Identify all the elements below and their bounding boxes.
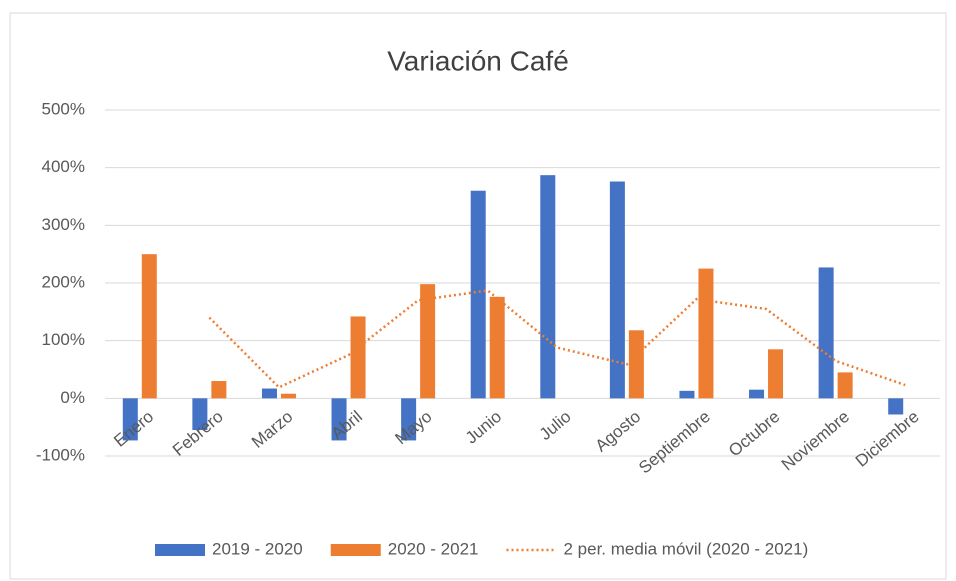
bar xyxy=(141,254,157,399)
bar xyxy=(470,190,486,399)
bar xyxy=(489,296,505,399)
legend-swatch xyxy=(330,544,381,556)
bar xyxy=(749,389,765,399)
y-tick-label: 200% xyxy=(42,272,85,291)
chart-title: Variación Café xyxy=(387,45,569,76)
legend-label: 2 per. media móvil (2020 - 2021) xyxy=(564,539,809,558)
bar xyxy=(609,181,625,399)
y-tick-label: 500% xyxy=(42,99,85,118)
bar xyxy=(350,316,366,399)
y-tick-label: -100% xyxy=(36,445,85,464)
bar xyxy=(698,268,714,399)
bar xyxy=(540,175,556,399)
bar xyxy=(420,284,436,399)
moving-average-line xyxy=(208,289,906,389)
legend-label: 2019 - 2020 xyxy=(212,539,303,558)
bar xyxy=(768,349,784,399)
bar xyxy=(837,372,853,399)
bar xyxy=(628,330,644,399)
y-tick-label: 100% xyxy=(42,330,85,349)
y-tick-label: 0% xyxy=(60,388,85,407)
bar xyxy=(888,398,904,415)
bar xyxy=(192,398,208,431)
bar xyxy=(280,393,296,399)
legend-swatch xyxy=(155,544,205,556)
legend-label: 2020 - 2021 xyxy=(388,539,479,558)
y-tick-label: 300% xyxy=(42,215,85,234)
y-tick-label: 400% xyxy=(42,157,85,176)
bar xyxy=(401,398,417,441)
bar xyxy=(211,381,227,399)
bar xyxy=(818,267,834,399)
bar xyxy=(122,398,138,441)
bar xyxy=(331,398,347,441)
bar xyxy=(261,388,277,399)
bar xyxy=(679,390,695,399)
